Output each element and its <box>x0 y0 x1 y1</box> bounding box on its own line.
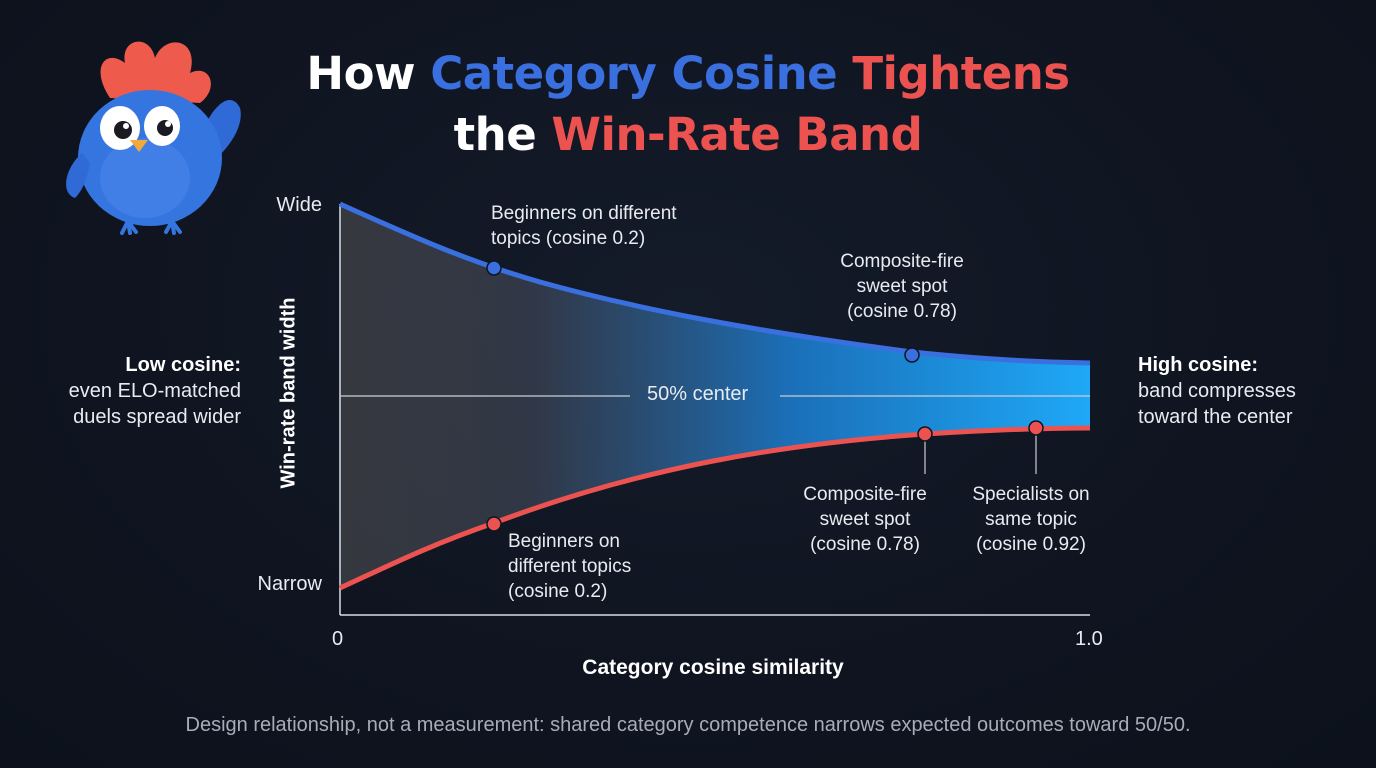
point-lower-composite <box>917 426 933 442</box>
low-cosine-note: Low cosine: even ELO-matched duels sprea… <box>69 352 241 430</box>
annotation-line: Composite-fire <box>840 251 964 272</box>
high-cosine-line-1: band compresses <box>1138 380 1296 402</box>
point-upper-beginners <box>486 260 502 276</box>
annotation-line: (cosine 0.2) <box>508 581 608 602</box>
point-lower-specialists <box>1028 420 1044 436</box>
annotation-lower-composite: Composite-fire sweet spot (cosine 0.78) <box>785 482 945 557</box>
lower-band-curve <box>338 425 1091 591</box>
annotation-line: Beginners on <box>508 531 620 552</box>
annotation-line: different topics <box>508 556 632 577</box>
chart-title-line-2: the Win-Rate Band <box>0 105 1376 165</box>
title-part-5: Win-Rate Band <box>551 108 923 161</box>
title-part-2: Category Cosine <box>430 47 853 100</box>
point-upper-composite <box>904 347 920 363</box>
annotation-lower-specialists: Specialists on same topic (cosine 0.92) <box>956 482 1106 557</box>
y-tick-wide: Wide <box>276 194 322 216</box>
annotation-upper-composite: Composite-fire sweet spot (cosine 0.78) <box>822 249 982 324</box>
annotation-line: (cosine 0.92) <box>976 534 1086 555</box>
low-cosine-line-2: duels spread wider <box>73 406 241 428</box>
high-cosine-line-2: toward the center <box>1138 406 1293 428</box>
x-tick-max: 1.0 <box>1075 628 1103 650</box>
annotation-line: topics (cosine 0.2) <box>491 228 646 249</box>
annotation-line: Beginners on different <box>491 203 677 224</box>
high-cosine-heading: High cosine: <box>1138 354 1259 376</box>
annotation-line: Specialists on <box>972 484 1090 505</box>
point-lower-beginners <box>486 516 502 532</box>
annotation-line: sweet spot <box>819 509 911 530</box>
footer-note: Design relationship, not a measurement: … <box>185 714 1191 736</box>
low-cosine-line-1: even ELO-matched <box>68 380 241 402</box>
title-part-4: the <box>453 108 552 161</box>
low-cosine-heading: Low cosine: <box>125 354 241 376</box>
upper-band-curve <box>338 201 1091 366</box>
annotation-lower-beginners: Beginners on different topics (cosine 0.… <box>508 529 631 604</box>
high-cosine-note: High cosine: band compresses toward the … <box>1138 352 1296 430</box>
x-axis-label: Category cosine similarity <box>582 656 844 679</box>
annotation-line: Composite-fire <box>803 484 927 505</box>
chart-title-line-1: How Category Cosine Tightens <box>0 44 1376 104</box>
blue-bird-mascot-icon <box>66 41 241 235</box>
x-tick-min: 0 <box>332 628 344 650</box>
annotation-line: sweet spot <box>856 276 948 297</box>
y-axis-label: Win-rate band width <box>277 297 300 489</box>
annotation-upper-beginners: Beginners on different topics (cosine 0.… <box>491 201 677 251</box>
annotation-line: (cosine 0.78) <box>810 534 920 555</box>
title-part-1: How <box>306 47 431 100</box>
center-line-label: 50% center <box>647 383 749 405</box>
y-tick-narrow: Narrow <box>257 573 322 595</box>
title-part-3: Tightens <box>852 47 1070 100</box>
annotation-line: (cosine 0.78) <box>847 301 957 322</box>
band-area <box>340 204 1090 588</box>
annotation-line: same topic <box>985 509 1077 530</box>
